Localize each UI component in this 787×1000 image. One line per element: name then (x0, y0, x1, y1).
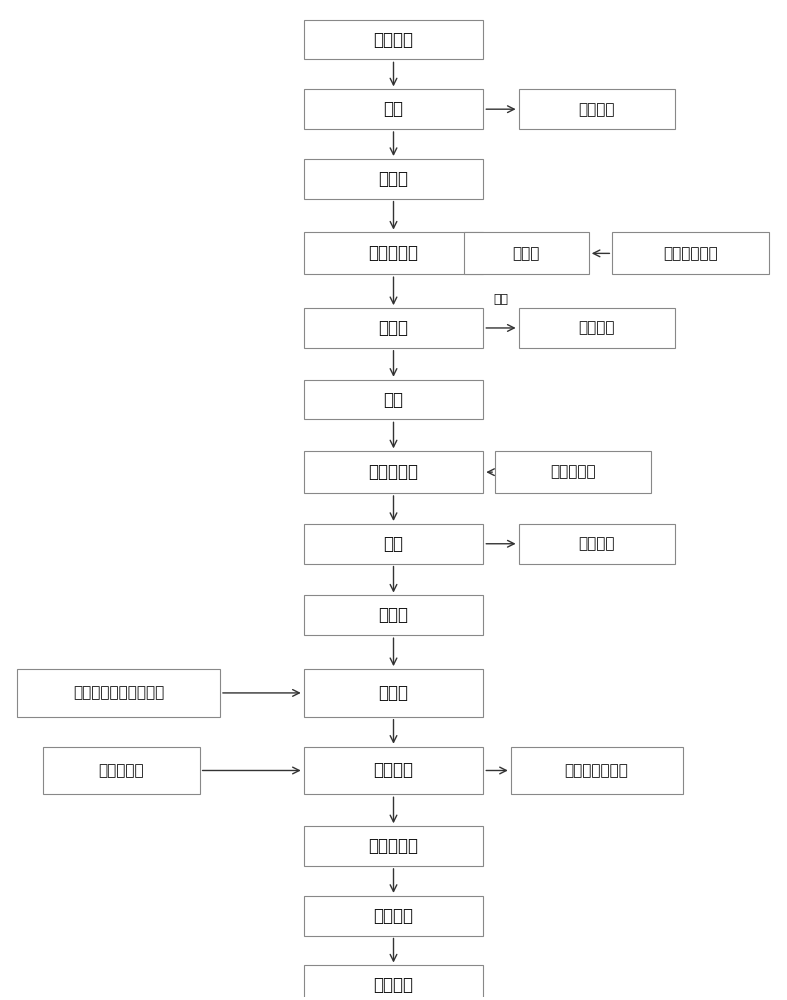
Bar (43, 747, 200, 794)
Text: 悬浊液: 悬浊液 (379, 606, 408, 624)
Text: 固体废渣: 固体废渣 (578, 102, 615, 117)
Bar (304, 524, 483, 564)
Text: 石膏反应器: 石膏反应器 (368, 463, 419, 481)
Text: 石灰消化系统: 石灰消化系统 (663, 246, 718, 261)
Bar (519, 89, 674, 129)
Text: 石膏产品: 石膏产品 (578, 536, 615, 551)
Bar (464, 232, 589, 274)
Text: 石灰乳: 石灰乳 (512, 246, 540, 261)
Bar (304, 232, 483, 274)
Bar (304, 747, 483, 794)
Bar (304, 826, 483, 866)
Bar (304, 669, 483, 717)
Text: 捞取: 捞取 (493, 293, 508, 306)
Text: 氯化钠清液回收: 氯化钠清液回收 (565, 763, 629, 778)
Bar (304, 595, 483, 635)
Text: 干燥解聚: 干燥解聚 (374, 907, 413, 925)
Bar (304, 20, 483, 59)
Bar (495, 451, 652, 493)
Bar (17, 669, 220, 717)
Bar (304, 159, 483, 199)
Bar (612, 232, 769, 274)
Bar (304, 965, 483, 1000)
Text: 精制水芒硝: 精制水芒硝 (550, 465, 596, 480)
Text: 冷凝水洗涤: 冷凝水洗涤 (98, 763, 144, 778)
Text: 苛化反应器: 苛化反应器 (368, 244, 419, 262)
Text: 浆液: 浆液 (383, 391, 404, 409)
Text: 过滤: 过滤 (383, 100, 404, 118)
Bar (304, 89, 483, 129)
Text: 碳酸钙滤饼: 碳酸钙滤饼 (368, 837, 419, 855)
Bar (304, 380, 483, 419)
Text: 碳化塔: 碳化塔 (379, 684, 408, 702)
Text: 氢氧化镁: 氢氧化镁 (578, 320, 615, 335)
Text: 蒸氨废液: 蒸氨废液 (374, 31, 413, 49)
Bar (519, 308, 674, 348)
Bar (511, 747, 682, 794)
Bar (304, 896, 483, 936)
Bar (519, 524, 674, 564)
Text: 沉降池: 沉降池 (379, 319, 408, 337)
Bar (304, 451, 483, 493)
Text: 沉降过滤: 沉降过滤 (374, 761, 413, 779)
Text: 澄清液: 澄清液 (379, 170, 408, 188)
Text: 过滤: 过滤 (383, 535, 404, 553)
Text: 成品包装: 成品包装 (374, 976, 413, 994)
Bar (304, 308, 483, 348)
Text: 处理后的二氧化碳尾气: 处理后的二氧化碳尾气 (73, 685, 164, 700)
